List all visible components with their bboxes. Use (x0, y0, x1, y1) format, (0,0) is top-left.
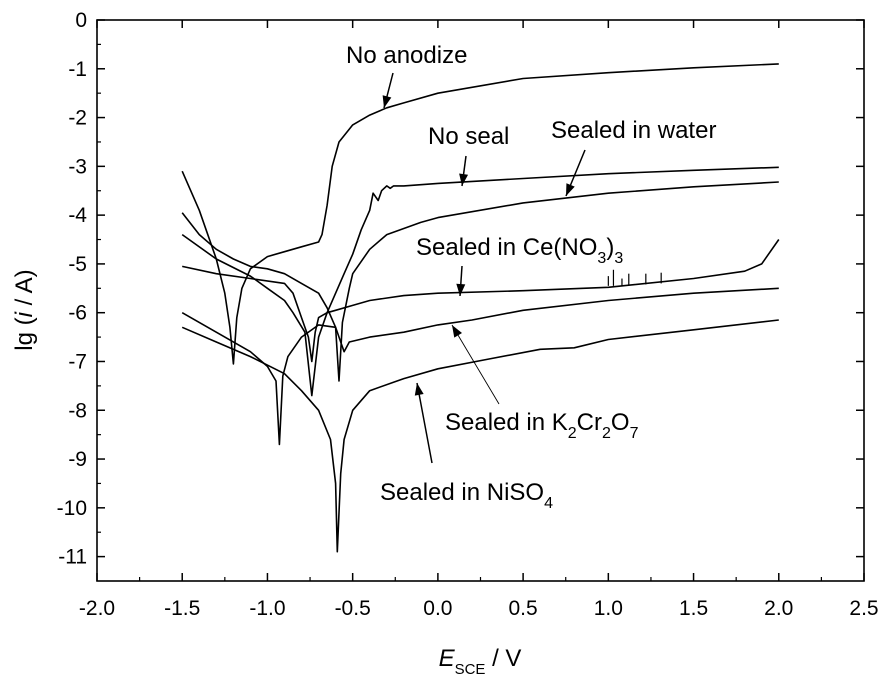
annotation-segment: Sealed in Ce(NO (416, 234, 597, 261)
x-axis: -2.0 -1.5 -1.0 -0.5 0.0 0.5 1.0 1.5 2.0 2.5 (79, 20, 879, 620)
arrow-head-icon (382, 95, 392, 108)
annotation-segment: 2 (602, 425, 611, 442)
y-tick-label: -8 (68, 399, 87, 422)
series-line-1 (181, 63, 779, 365)
series-line-6 (181, 319, 779, 553)
annotation-segment: O (611, 409, 630, 436)
series-line-3 (181, 181, 779, 382)
x-tick-label: 0.5 (509, 597, 538, 620)
y-tick-label: 0 (75, 9, 87, 32)
x-tick-label: 2.5 (849, 597, 878, 620)
annotation-no-seal: No seal (428, 123, 509, 150)
annotation-segment: 3 (597, 250, 606, 267)
annotation-arrow (451, 324, 500, 405)
annotation-segment: Sealed in water (551, 117, 716, 144)
series-group (181, 63, 780, 553)
annotation-ce: Sealed in Ce(NO3)3 (416, 234, 623, 267)
annotation-water: Sealed in water (551, 117, 716, 144)
x-tick-label: -1.5 (164, 597, 200, 620)
annotation-segment: Cr (577, 409, 602, 436)
y-tick-label: -6 (68, 302, 87, 325)
y-tick-label: -2 (68, 107, 87, 130)
x-tick-label: -0.5 (335, 597, 371, 620)
x-tick-label: -2.0 (79, 597, 115, 620)
annotation-segment: 2 (568, 425, 577, 442)
annotation-segment: 7 (630, 425, 639, 442)
annotation-segment: 4 (544, 495, 553, 512)
annotation-labels: No anodize No seal Sealed in water Sealed i… (346, 42, 716, 512)
y-axis-label-var: i (11, 311, 38, 317)
annotation-segment: Sealed in NiSO (380, 479, 544, 506)
series-line-4 (182, 239, 780, 363)
annotation-segment: 3 (614, 250, 623, 267)
y-tick-label: -7 (68, 350, 87, 373)
annotation-k2cr2o7: Sealed in K2Cr2O7 (445, 409, 639, 442)
y-axis: 0 -1 -2 -3 -4 -5 -6 -7 -8 -9 -10 -11 (57, 9, 864, 569)
ce-spikes (607, 269, 662, 286)
series-line-2 (181, 166, 779, 397)
x-tick-label: 2.0 (764, 597, 793, 620)
annotation-arrows (382, 72, 586, 464)
annotation-segment: ) (606, 234, 614, 261)
y-axis-label-unit: / A) (11, 269, 38, 312)
arrow-head-icon (452, 325, 463, 338)
x-tick-label: 1.0 (594, 597, 623, 620)
x-axis-label-unit: / V (485, 645, 521, 672)
annotation-segment: No anodize (346, 42, 467, 69)
x-axis-label: ESCE / V (439, 645, 522, 678)
arrow-head-icon (414, 383, 424, 396)
annotation-segment: Sealed in K (445, 409, 568, 436)
y-tick-label: -3 (68, 155, 87, 178)
annotation-segment: No seal (428, 123, 509, 150)
y-tick-label: -11 (58, 546, 87, 569)
series-line-5 (181, 287, 779, 446)
arrow-head-icon (456, 283, 466, 296)
y-axis-label-pre: lg ( (11, 317, 38, 350)
y-axis-label: lg (i / A) (11, 269, 38, 350)
x-axis-label-sub: SCE (455, 661, 486, 678)
x-tick-label: 0.0 (423, 597, 452, 620)
y-tick-label: -5 (68, 253, 87, 276)
y-tick-label: -4 (68, 204, 87, 227)
y-tick-label: -9 (68, 448, 87, 471)
arrow-head-icon (566, 183, 575, 196)
x-tick-label: -1.0 (249, 597, 285, 620)
annotation-no-anodize: No anodize (346, 42, 467, 69)
x-tick-label: 1.5 (679, 597, 708, 620)
x-axis-label-var: E (439, 645, 456, 672)
annotation-niso4: Sealed in NiSO4 (380, 479, 553, 512)
annotation-arrow (416, 382, 433, 464)
y-tick-label: -10 (57, 497, 87, 520)
y-tick-label: -1 (68, 58, 87, 81)
arrow-head-icon (459, 173, 469, 186)
